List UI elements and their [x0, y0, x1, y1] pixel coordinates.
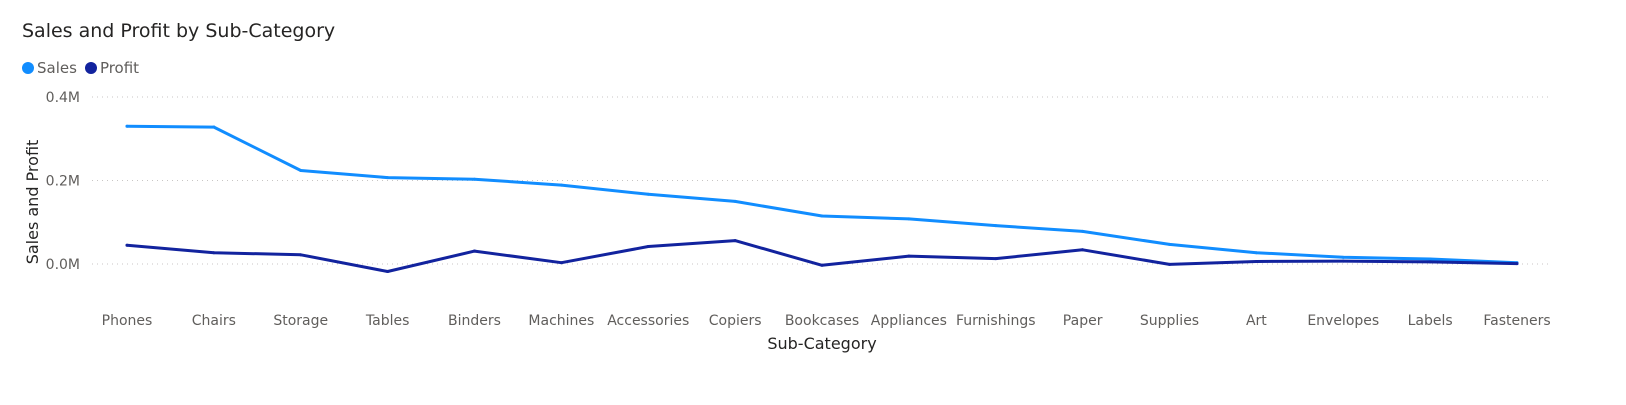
- x-tick-label: Phones: [102, 313, 153, 329]
- data-point-profit[interactable]: [559, 261, 563, 265]
- data-point-profit[interactable]: [646, 244, 650, 248]
- data-point-sales[interactable]: [473, 177, 476, 181]
- y-axis-title: Sales and Profit: [23, 140, 42, 265]
- data-point-profit[interactable]: [1428, 260, 1432, 264]
- data-point-profit[interactable]: [1168, 262, 1171, 266]
- y-tick-label: 0.2M: [46, 174, 80, 190]
- x-tick-label: Storage: [273, 313, 328, 329]
- x-tick-label: Copiers: [709, 313, 762, 329]
- legend-marker-profit: [84, 62, 97, 74]
- x-axis-ticks: Phones Chairs Storage Tables Binders Machines…: [102, 313, 1551, 329]
- data-point-sales[interactable]: [907, 217, 911, 221]
- data-point-profit[interactable]: [212, 251, 216, 255]
- x-tick-label: Supplies: [1140, 313, 1199, 329]
- data-point-sales[interactable]: [733, 199, 737, 203]
- x-tick-label: Paper: [1063, 313, 1103, 329]
- data-point-profit[interactable]: [125, 243, 129, 247]
- data-point-sales[interactable]: [125, 124, 129, 128]
- data-point-sales[interactable]: [1254, 251, 1258, 255]
- data-point-profit[interactable]: [473, 249, 476, 253]
- y-tick-label: 0.0M: [46, 257, 80, 273]
- x-tick-label: Tables: [365, 313, 410, 329]
- series-lines: [125, 124, 1519, 274]
- legend-item-profit[interactable]: Profit: [84, 59, 140, 77]
- data-point-sales[interactable]: [1428, 257, 1432, 261]
- data-point-profit[interactable]: [1515, 262, 1519, 266]
- chart-title: Sales and Profit by Sub-Category: [22, 20, 336, 42]
- data-point-profit[interactable]: [1081, 248, 1085, 252]
- data-point-sales[interactable]: [212, 125, 216, 129]
- x-tick-label: Envelopes: [1307, 313, 1379, 329]
- x-tick-label: Art: [1246, 313, 1267, 329]
- legend: Sales Profit: [22, 59, 147, 77]
- data-point-sales[interactable]: [299, 168, 303, 172]
- legend-label-sales: Sales: [37, 59, 77, 77]
- x-tick-label: Binders: [448, 313, 501, 329]
- x-tick-label: Labels: [1408, 313, 1453, 329]
- data-point-profit[interactable]: [386, 270, 390, 274]
- data-point-sales[interactable]: [1168, 242, 1171, 246]
- x-tick-label: Chairs: [192, 313, 236, 329]
- data-point-sales[interactable]: [646, 192, 650, 196]
- data-point-sales[interactable]: [820, 214, 824, 218]
- data-point-sales[interactable]: [559, 183, 563, 187]
- x-tick-label: Fasteners: [1483, 313, 1550, 329]
- y-tick-label: 0.4M: [46, 90, 80, 106]
- x-tick-label: Machines: [528, 313, 594, 329]
- data-point-profit[interactable]: [1341, 259, 1345, 263]
- data-point-profit[interactable]: [907, 254, 911, 258]
- data-point-profit[interactable]: [1254, 259, 1258, 263]
- data-point-profit[interactable]: [299, 253, 303, 257]
- x-axis-title: Sub-Category: [767, 334, 876, 353]
- y-axis-ticks: 0.4M 0.2M 0.0M: [46, 90, 80, 273]
- legend-marker-sales: [22, 62, 34, 74]
- data-point-profit[interactable]: [733, 239, 737, 243]
- x-tick-label: Furnishings: [956, 313, 1036, 329]
- gridlines: [92, 96, 1548, 265]
- data-point-profit[interactable]: [994, 257, 998, 261]
- data-point-sales[interactable]: [386, 176, 390, 180]
- x-tick-label: Bookcases: [785, 313, 859, 329]
- data-point-sales[interactable]: [994, 224, 998, 228]
- data-point-sales[interactable]: [1081, 229, 1085, 233]
- legend-label-profit: Profit: [99, 59, 140, 77]
- series-line-sales[interactable]: [125, 124, 1519, 265]
- x-tick-label: Appliances: [871, 313, 947, 329]
- data-point-sales[interactable]: [1341, 255, 1345, 259]
- x-tick-label: Accessories: [607, 313, 689, 329]
- data-point-profit[interactable]: [820, 263, 824, 267]
- legend-item-sales[interactable]: Sales: [22, 59, 77, 77]
